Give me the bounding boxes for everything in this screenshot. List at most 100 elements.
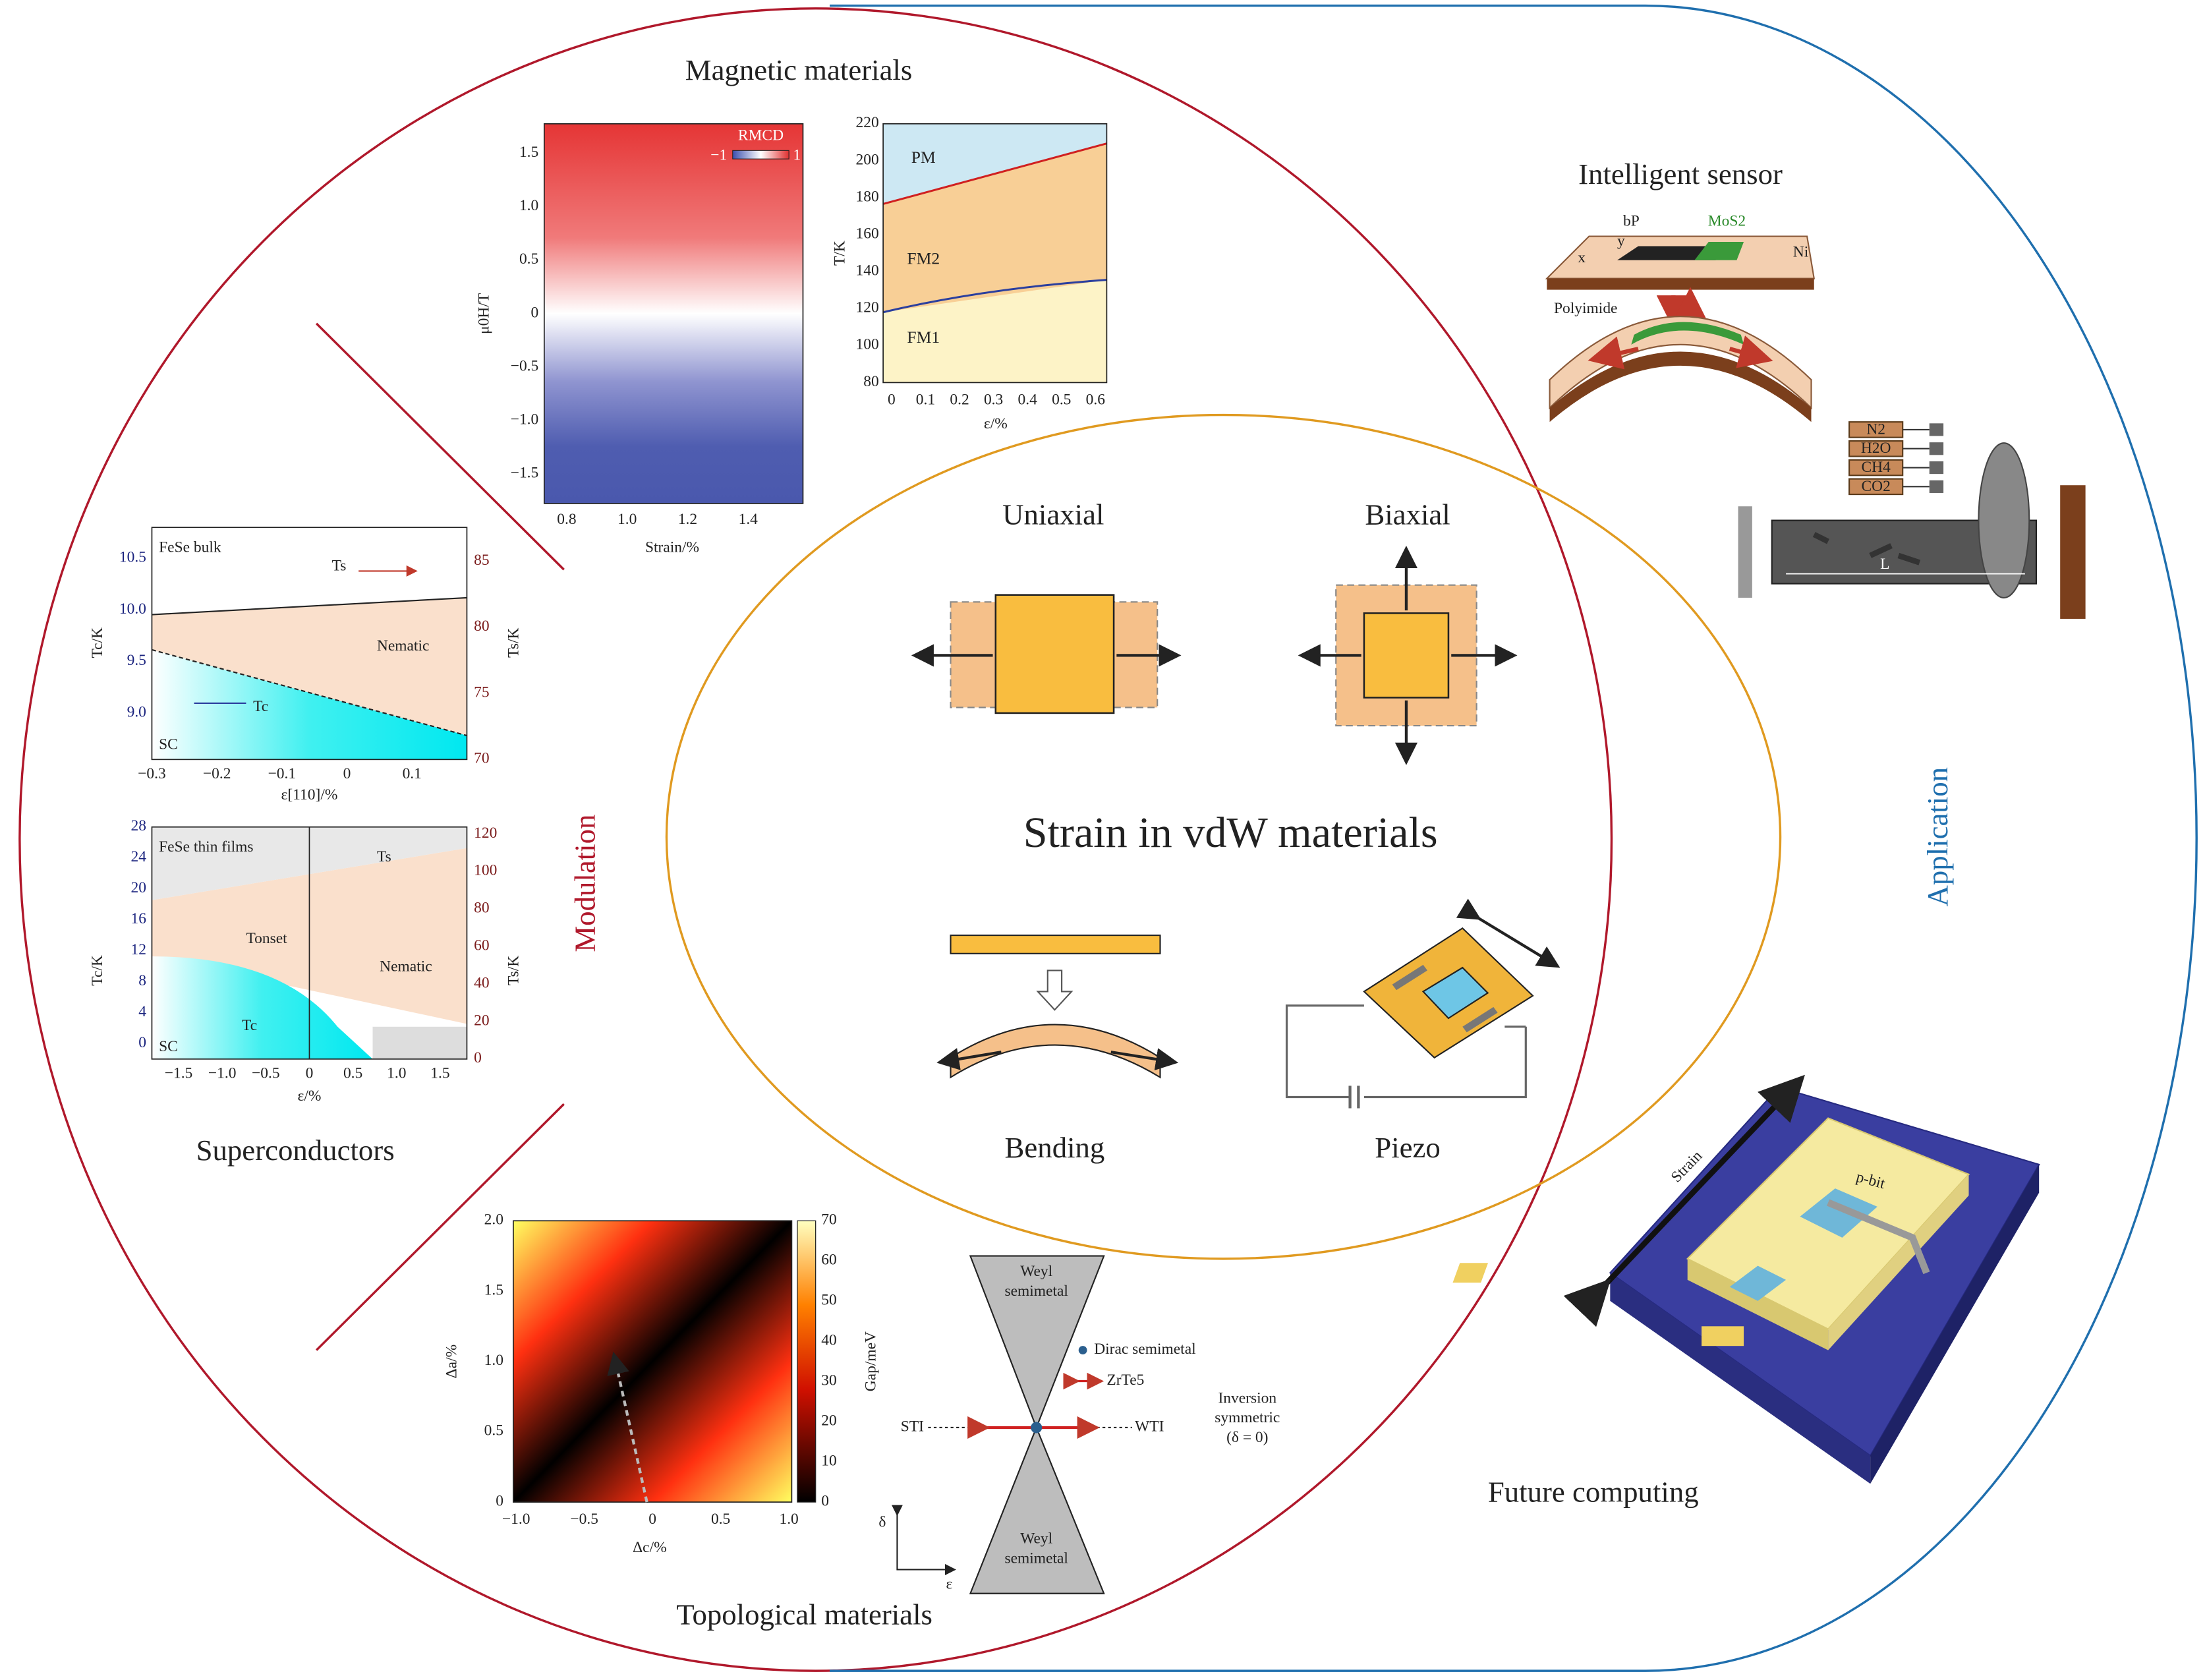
gas-list: N2 H2O CH4 CO2	[1848, 420, 1944, 496]
gas-label: H2O	[1861, 440, 1891, 457]
path-shape	[1800, 1188, 1877, 1238]
valve	[1929, 442, 1944, 455]
y-axis-label: Tc/K	[89, 955, 106, 986]
biaxial-label: Biaxial	[1365, 498, 1450, 531]
tick-label: 60	[821, 1252, 836, 1269]
path-shape	[1392, 964, 1427, 991]
rect-shape	[372, 1026, 467, 1059]
tick-label: 10	[821, 1452, 836, 1469]
tick-label: −1.5	[165, 1065, 193, 1082]
line-shape	[1588, 336, 1639, 370]
line-shape	[1563, 1074, 1805, 1327]
path-shape	[882, 279, 1107, 314]
tick-label: −1.0	[502, 1511, 530, 1528]
tick-label: 60	[474, 937, 489, 954]
y-axis-label: T/K	[831, 241, 848, 266]
epsilon-label: ε	[946, 1575, 952, 1592]
rmcd-colorbar	[732, 150, 789, 159]
colorbar-max: 1	[793, 146, 801, 163]
pbit-device	[1452, 1074, 2040, 1484]
tick-label: 1.0	[519, 197, 538, 214]
tick-label: 0	[648, 1511, 656, 1528]
tick-label: 140	[856, 262, 879, 279]
film-plot	[151, 826, 468, 1060]
tick-label: −0.3	[138, 765, 166, 782]
tick-label: 1.5	[484, 1281, 503, 1298]
tick-label: 1.5	[519, 144, 538, 161]
application-label: Application	[1921, 767, 1954, 906]
gas-label: CH4	[1861, 459, 1891, 476]
tick-label: 9.5	[127, 652, 146, 669]
line-shape	[1729, 335, 1773, 368]
circle-shape	[1031, 1422, 1043, 1434]
delta-label: δ	[878, 1513, 886, 1530]
tick-label: 0	[306, 1065, 314, 1082]
bending-icon	[936, 935, 1179, 1079]
tick-label: 70	[474, 750, 489, 767]
label-line: Weyl	[1020, 1263, 1052, 1281]
tick-label: 0	[821, 1492, 829, 1509]
tick-label: 1.0	[779, 1511, 798, 1528]
y-axis-label: μ0H/T	[476, 293, 493, 334]
tick-label: 20	[821, 1412, 836, 1429]
tick-label: 9.0	[127, 703, 146, 720]
tick-label: 40	[821, 1332, 836, 1349]
rect-shape	[1547, 278, 1814, 290]
gap-colorbar	[797, 1220, 816, 1503]
tick-label: 0.3	[984, 391, 1003, 409]
ellipse-shape	[1978, 442, 2030, 598]
tick-label: 20	[130, 879, 146, 896]
path-shape	[883, 279, 1107, 383]
tick-label: 0.5	[519, 250, 538, 268]
colorbar-label: RMCD	[738, 127, 784, 144]
tick-label: 24	[130, 848, 146, 865]
tick-label: 0.6	[1086, 391, 1106, 409]
sc-label: SC	[159, 736, 178, 753]
label-line: symmetric	[1215, 1410, 1280, 1427]
piezo-icon	[1285, 898, 1561, 1109]
phase-diagram	[882, 123, 1108, 384]
tick-label: 0.1	[916, 391, 935, 409]
tick-label: 85	[474, 552, 489, 569]
rmcd-map	[544, 123, 803, 504]
label-line: semimetal	[1004, 1283, 1068, 1300]
rect-shape	[151, 527, 468, 761]
weyl-diagram	[891, 1255, 1132, 1594]
substrate-label: Polyimide	[1554, 300, 1618, 317]
nematic-label: Nematic	[380, 958, 432, 975]
panel-label: FeSe thin films	[159, 838, 253, 855]
sc-label: SC	[159, 1038, 178, 1055]
uniaxial-icon	[911, 594, 1182, 714]
rect-shape	[882, 123, 1108, 384]
path-shape	[1421, 966, 1489, 1020]
tick-label: 180	[856, 188, 879, 205]
tick-label: 1.0	[387, 1065, 406, 1082]
valve	[1929, 480, 1944, 493]
tick-label: 1.4	[739, 511, 759, 528]
tick-label: 4	[138, 1003, 146, 1020]
tick-label: −0.5	[570, 1511, 598, 1528]
tick-label: 20	[474, 1012, 489, 1029]
heatmap-frame	[543, 123, 804, 504]
label-line: Inversion	[1218, 1390, 1276, 1407]
path-arrow	[607, 1351, 648, 1503]
magnetic-title: Magnetic materials	[685, 53, 913, 86]
tick-label: 100	[474, 862, 497, 879]
tick-label: 10.5	[119, 549, 146, 566]
y-axis-label: Δa/%	[444, 1345, 461, 1379]
path-shape	[1827, 1199, 1930, 1275]
path-shape	[891, 1505, 957, 1576]
colorbar-min: −1	[710, 146, 727, 163]
tick-label: 30	[821, 1372, 836, 1389]
tick-label: 16	[130, 910, 146, 927]
line-shape	[152, 649, 467, 737]
tick-label: 80	[474, 900, 489, 917]
path-shape	[1870, 1164, 2040, 1484]
tick-label: 1.2	[678, 511, 697, 528]
tick-label: 50	[821, 1292, 836, 1309]
panel-label: FeSe bulk	[159, 539, 221, 556]
tc-label: Tc	[242, 1017, 257, 1034]
